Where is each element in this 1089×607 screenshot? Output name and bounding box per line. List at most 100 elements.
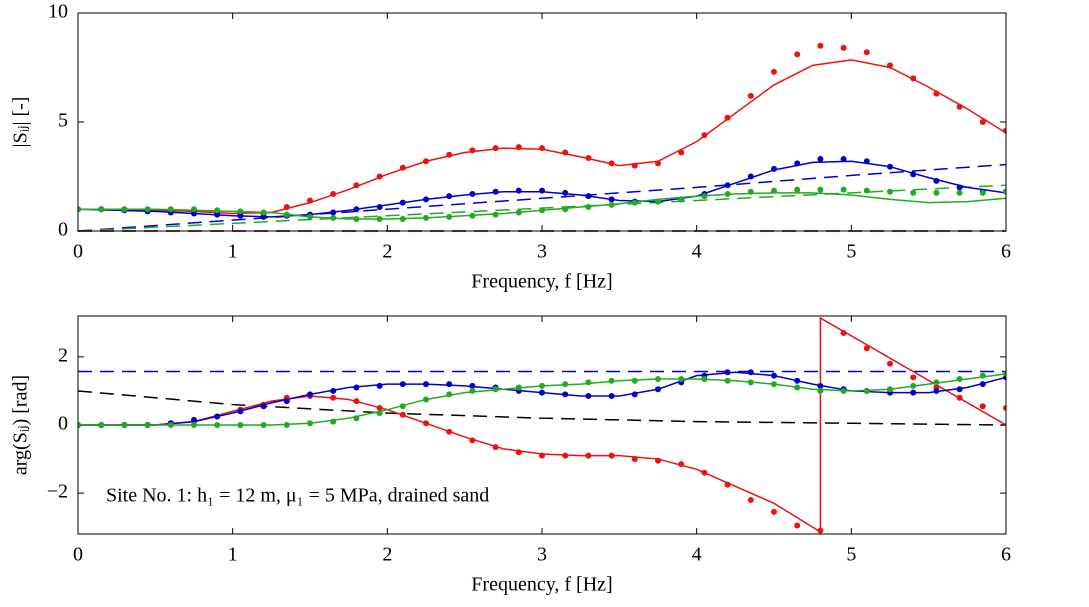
data-point: [1003, 127, 1006, 134]
data-point: [655, 457, 661, 464]
data-point: [655, 386, 661, 393]
data-point: [817, 186, 824, 193]
data-point: [608, 452, 615, 459]
data-point: [423, 381, 429, 388]
data-point: [956, 184, 963, 191]
data-point: [887, 188, 893, 195]
data-point: [701, 469, 708, 476]
data-point: [840, 44, 847, 51]
data-point: [631, 162, 638, 169]
data-point: [353, 182, 360, 189]
data-point: [887, 360, 893, 367]
data-point: [399, 403, 406, 410]
data-point: [701, 376, 708, 383]
data-point: [492, 188, 499, 195]
data-point: [701, 132, 708, 139]
data-point: [562, 452, 569, 459]
y-tick-label: 0: [58, 219, 68, 241]
data-point: [956, 386, 963, 393]
data-point: [98, 422, 105, 428]
data-point: [608, 377, 615, 384]
data-point: [191, 210, 197, 217]
data-point: [167, 422, 174, 428]
x-axis-label: Frequency, f [Hz]: [471, 271, 612, 293]
data-point: [562, 381, 569, 388]
data-point: [399, 381, 406, 388]
data-point: [840, 156, 847, 163]
data-point: [910, 75, 917, 82]
x-axis-label: Frequency, f [Hz]: [471, 574, 612, 596]
data-point: [631, 199, 638, 206]
y-tick-label: 2: [58, 344, 68, 366]
data-point: [701, 193, 708, 200]
data-point: [515, 187, 522, 194]
data-point: [539, 382, 545, 389]
data-point: [979, 403, 986, 410]
data-point: [585, 193, 592, 200]
data-point: [771, 68, 777, 75]
data-point: [863, 187, 870, 194]
data-point: [144, 422, 151, 428]
data-point: [376, 382, 383, 389]
data-point: [956, 189, 963, 196]
data-point: [724, 377, 731, 384]
data-point: [399, 164, 406, 171]
data-point: [887, 62, 893, 69]
data-point: [562, 391, 569, 398]
data-point: [747, 188, 754, 195]
data-point: [794, 384, 801, 391]
data-point: [933, 177, 940, 184]
x-tick-label: 5: [846, 241, 856, 263]
data-point: [446, 193, 453, 200]
data-point: [191, 416, 197, 423]
data-point: [724, 182, 731, 189]
y-tick-label: 5: [58, 110, 68, 132]
data-point: [956, 103, 963, 110]
data-point: [863, 387, 870, 394]
data-point: [724, 114, 731, 121]
data-point: [678, 196, 685, 203]
data-point: [585, 204, 592, 211]
data-point: [283, 398, 290, 405]
data-point: [376, 173, 383, 180]
x-tick-label: 4: [692, 544, 702, 566]
data-point: [724, 369, 731, 376]
data-point: [631, 391, 638, 398]
data-point: [863, 49, 870, 56]
data-point: [771, 372, 777, 379]
data-point: [307, 420, 313, 427]
x-tick-label: 1: [228, 544, 238, 566]
data-point: [585, 379, 592, 386]
data-point: [539, 187, 545, 194]
data-point: [121, 206, 128, 213]
data-point: [747, 92, 754, 99]
data-point: [376, 404, 383, 411]
data-point: [655, 160, 661, 167]
dashed-line: [78, 390, 1006, 426]
data-point: [423, 214, 429, 221]
data-point: [562, 206, 569, 213]
data-point: [469, 437, 476, 444]
data-point: [747, 379, 754, 386]
data-point: [399, 199, 406, 206]
data-point: [794, 186, 801, 193]
data-point: [376, 216, 383, 223]
data-point: [840, 186, 847, 193]
data-point: [167, 206, 174, 213]
data-point: [1003, 404, 1006, 411]
data-point: [353, 384, 360, 391]
data-point: [214, 211, 221, 218]
data-point: [956, 376, 963, 383]
data-point: [887, 163, 893, 170]
data-point: [330, 394, 337, 401]
data-point: [631, 456, 638, 463]
data-point: [585, 452, 592, 459]
data-point: [910, 374, 917, 381]
data-point: [539, 452, 545, 459]
data-point: [608, 160, 615, 167]
data-point: [260, 209, 267, 216]
data-point: [307, 391, 313, 398]
data-point: [330, 418, 337, 425]
data-point: [423, 158, 429, 165]
